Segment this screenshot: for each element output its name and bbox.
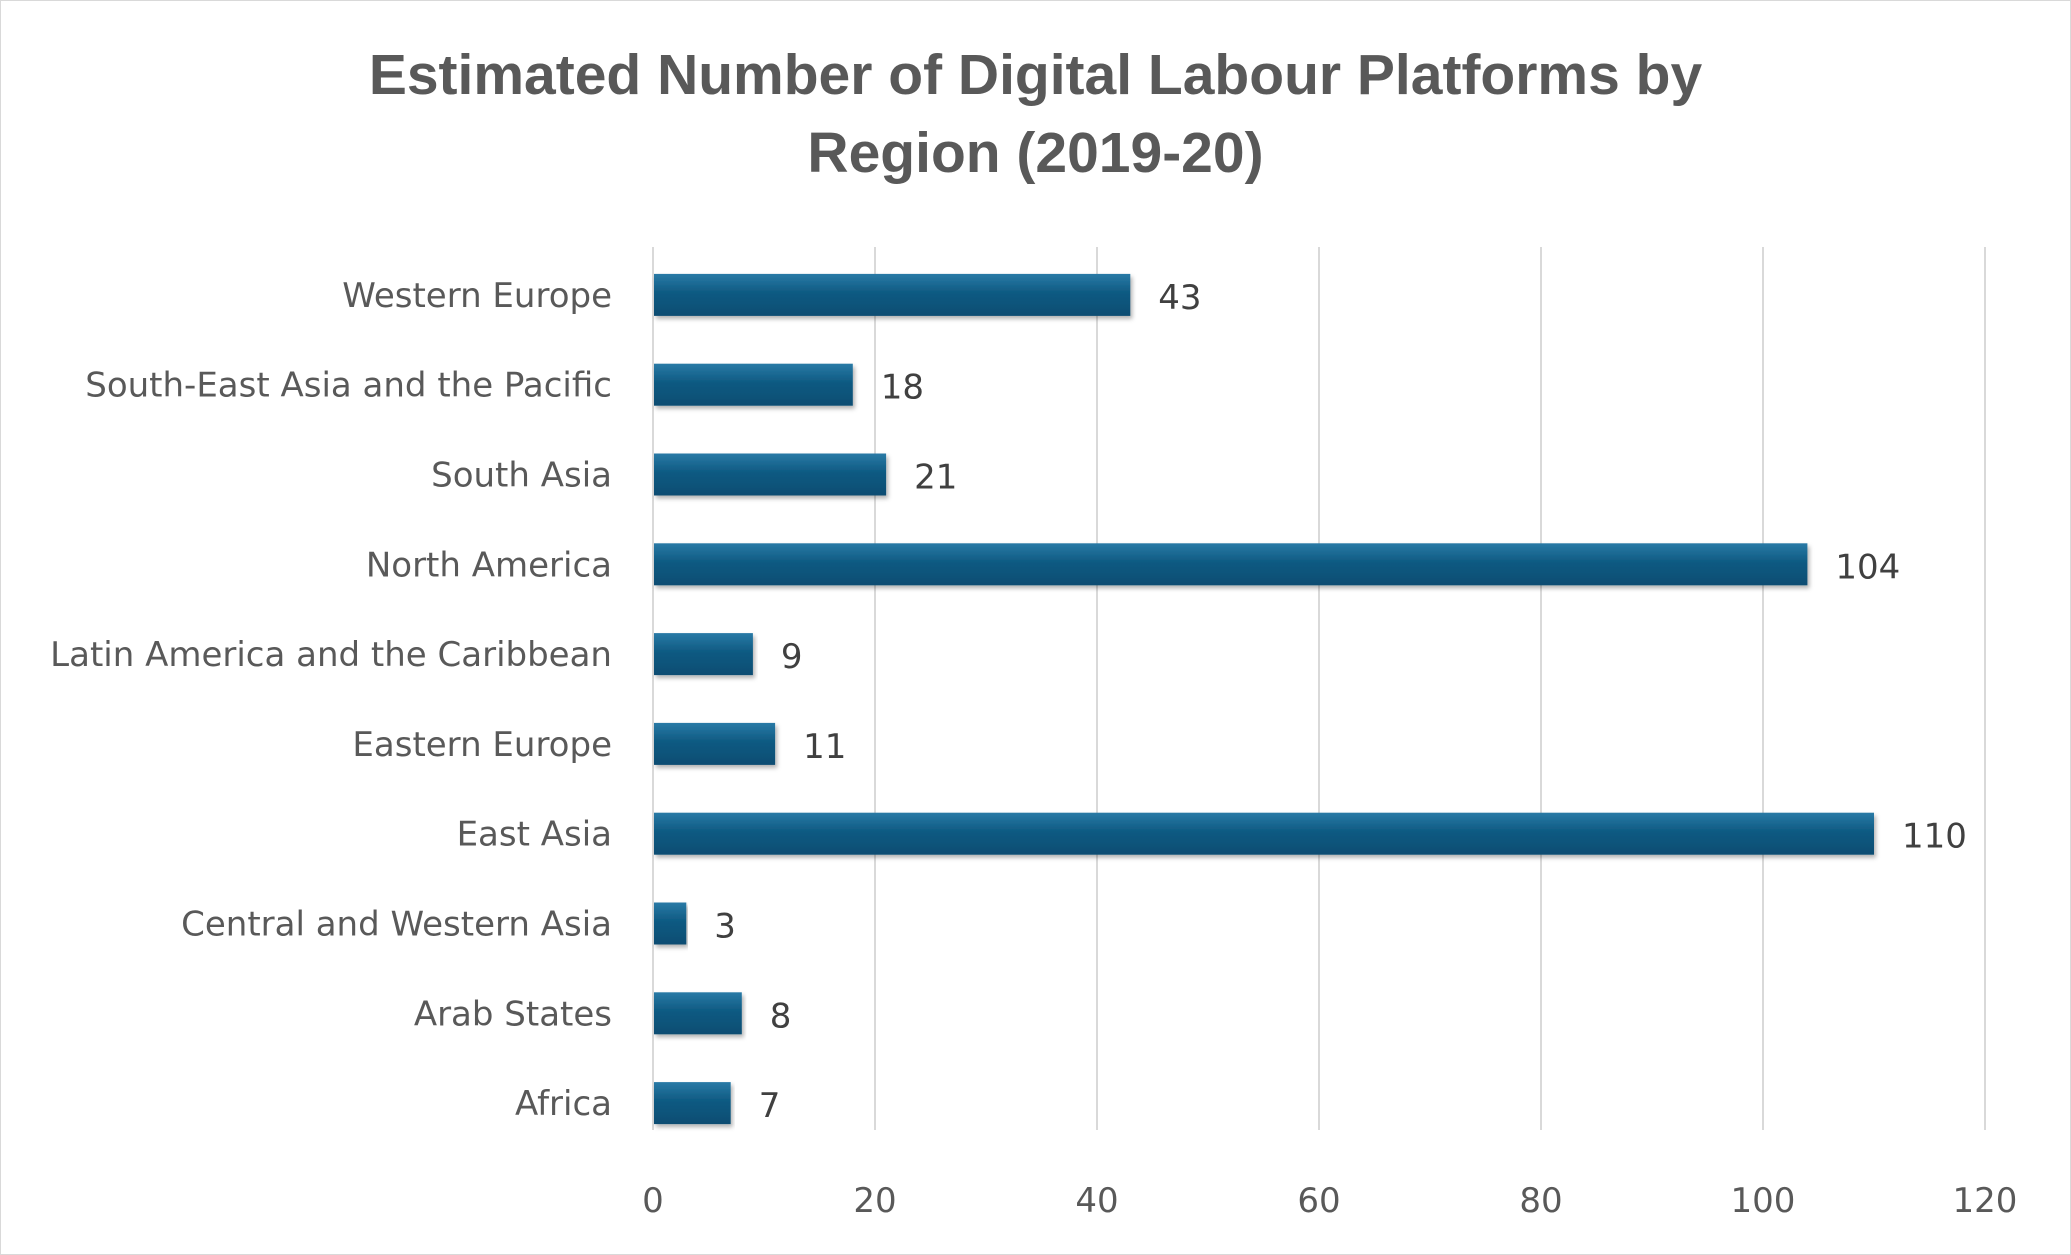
bar xyxy=(654,273,1131,316)
bars xyxy=(654,273,1874,1125)
x-tick-label: 100 xyxy=(1731,1181,1796,1221)
bar xyxy=(654,812,1874,855)
category-label: Latin America and the Caribbean xyxy=(50,635,612,675)
data-label: 11 xyxy=(803,727,846,767)
data-label: 7 xyxy=(759,1086,781,1126)
bar xyxy=(654,453,887,496)
data-label: 43 xyxy=(1158,278,1201,318)
x-tick-label: 120 xyxy=(1953,1181,2018,1221)
chart-title-line-1: Estimated Number of Digital Labour Platf… xyxy=(368,43,1703,107)
data-label: 18 xyxy=(881,368,924,408)
x-tick-label: 60 xyxy=(1297,1181,1340,1221)
data-label: 21 xyxy=(914,458,957,498)
category-label: Africa xyxy=(515,1084,612,1124)
category-label: Western Europe xyxy=(342,276,612,316)
category-label: North America xyxy=(366,545,612,585)
bar xyxy=(654,1082,731,1125)
bar xyxy=(654,633,753,676)
x-axis-tick-labels: 0 20 40 60 80 100 120 xyxy=(642,1181,2017,1221)
category-label: Arab States xyxy=(414,994,612,1034)
category-label: Central and Western Asia xyxy=(181,905,612,945)
data-label: 3 xyxy=(714,907,736,947)
category-label: South Asia xyxy=(431,456,612,496)
bar xyxy=(654,902,687,945)
x-tick-label: 20 xyxy=(853,1181,896,1221)
bar xyxy=(654,543,1808,586)
bar xyxy=(654,992,742,1035)
chart-title-line-2: Region (2019-20) xyxy=(807,121,1264,185)
chart-title: Estimated Number of Digital Labour Platf… xyxy=(0,36,2071,192)
data-labels: 43 18 21 104 9 11 110 3 8 7 xyxy=(714,278,1967,1126)
bar xyxy=(654,363,853,406)
x-tick-label: 0 xyxy=(642,1181,664,1221)
category-labels: Western Europe South-East Asia and the Pa… xyxy=(50,276,612,1124)
data-label: 9 xyxy=(781,637,803,677)
data-label: 104 xyxy=(1835,547,1900,587)
category-label: South-East Asia and the Pacific xyxy=(85,366,612,406)
data-label: 110 xyxy=(1902,817,1967,857)
bar xyxy=(654,722,776,765)
data-label: 8 xyxy=(770,996,792,1036)
x-tick-label: 80 xyxy=(1519,1181,1562,1221)
gridlines xyxy=(652,247,1986,1130)
x-tick-label: 40 xyxy=(1075,1181,1118,1221)
category-label: Eastern Europe xyxy=(352,725,612,765)
category-label: East Asia xyxy=(457,815,612,855)
